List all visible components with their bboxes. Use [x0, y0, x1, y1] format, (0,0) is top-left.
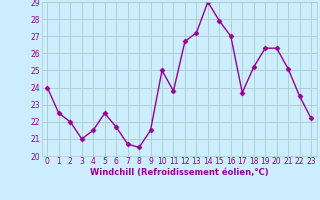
X-axis label: Windchill (Refroidissement éolien,°C): Windchill (Refroidissement éolien,°C): [90, 168, 268, 177]
